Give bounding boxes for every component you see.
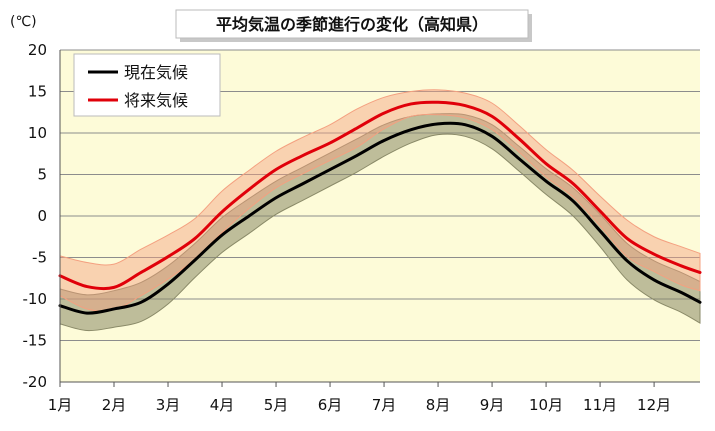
- title-box: [175, 9, 529, 39]
- x-tick-labels: 1月 2月 3月 4月 5月 6月 7月 8月 9月 10月 11月 12月: [48, 382, 671, 414]
- x-tick-label: 12月: [637, 396, 671, 414]
- y-tick-label: -10: [23, 290, 48, 308]
- y-tick-labels: 20 15 10 5 0 -5 -10 -15 -20: [23, 41, 48, 391]
- y-tick-label: -15: [23, 332, 48, 350]
- x-tick-label: 2月: [102, 396, 127, 414]
- x-tick-label: 6月: [318, 396, 343, 414]
- x-tick-label: 4月: [210, 396, 235, 414]
- y-tick-label: 5: [37, 166, 47, 184]
- series-line-current: [58, 121, 702, 315]
- y-tick-label: 0: [37, 207, 47, 225]
- x-tick-label: 8月: [426, 396, 451, 414]
- legend-label-current: 現在気候: [124, 63, 188, 82]
- x-tick-label: 1月: [48, 396, 73, 414]
- series-lines: [58, 100, 702, 315]
- band-current: [59, 113, 701, 332]
- x-tick-label: 11月: [583, 396, 617, 414]
- y-tick-label: -20: [23, 373, 48, 391]
- confidence-bands: [59, 89, 701, 332]
- chart-title: 平均気温の季節進行の変化（高知県）: [216, 15, 488, 34]
- y-tick-label: -5: [32, 249, 47, 267]
- x-tick-label: 9月: [480, 396, 505, 414]
- y-tick-label: 10: [28, 124, 47, 142]
- band-future: [59, 89, 701, 312]
- x-tick-label: 5月: [264, 396, 289, 414]
- legend-label-future: 将来気候: [124, 91, 188, 110]
- series-line-future: [58, 100, 702, 291]
- y-axis-unit: (℃): [10, 14, 37, 30]
- legend: 現在気候 将来気候: [73, 53, 221, 117]
- y-tick-label: 15: [28, 83, 47, 101]
- x-tick-label: 3月: [156, 396, 181, 414]
- y-tick-label: 20: [28, 41, 47, 59]
- x-tick-label: 10月: [529, 396, 563, 414]
- x-tick-label: 7月: [372, 396, 397, 414]
